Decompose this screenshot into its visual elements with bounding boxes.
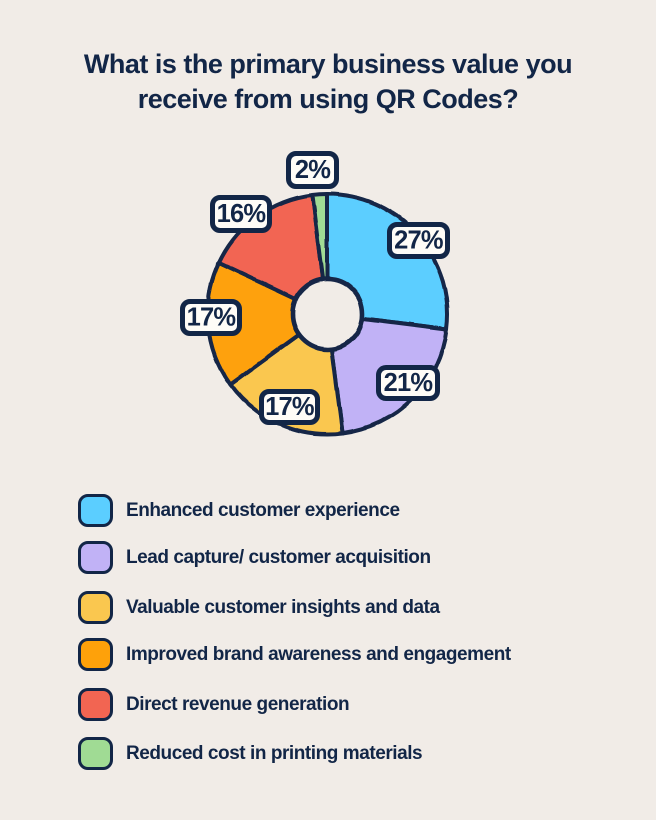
svg-text:17%: 17% (187, 304, 236, 332)
svg-text:27%: 27% (394, 227, 443, 255)
svg-text:17%: 17% (265, 393, 314, 421)
svg-text:16%: 16% (217, 200, 266, 228)
svg-text:2%: 2% (295, 156, 330, 184)
svg-text:21%: 21% (384, 369, 433, 397)
